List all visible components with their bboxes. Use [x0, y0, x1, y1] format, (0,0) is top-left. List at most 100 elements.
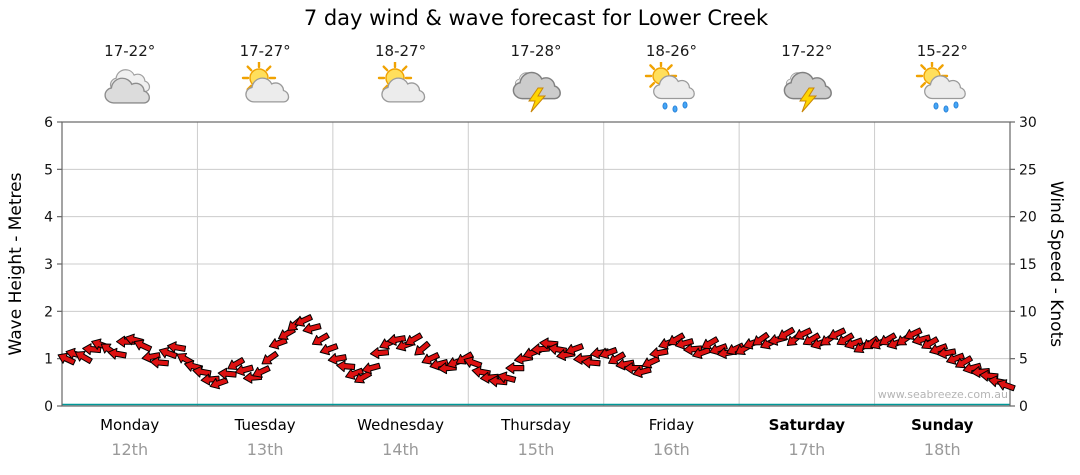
wind-arrow-shape [57, 352, 76, 366]
wind-arrow-shape [405, 332, 423, 346]
left-tick-label: 1 [44, 352, 53, 368]
wind-arrow-shape [836, 332, 855, 346]
wind-arrow [311, 332, 330, 346]
wind-arrow-shape [793, 327, 813, 341]
wind-arrow-shape [227, 357, 246, 371]
cloud-icon [653, 75, 696, 100]
sun-ray [920, 64, 927, 71]
wind-arrow-shape [844, 337, 864, 350]
cloud-icon [245, 77, 290, 103]
wind-arrow [200, 373, 220, 386]
wind-arrow-shape [505, 362, 525, 375]
wind-arrow [74, 351, 93, 365]
wind-arrow-shape [608, 351, 626, 365]
wind-arrow [608, 351, 626, 365]
wind-arrow-shape [929, 343, 948, 356]
wind-arrow [709, 343, 728, 356]
day-temperature: 18-27° [375, 42, 427, 60]
wind-arrow [836, 332, 855, 346]
sun-ray [649, 81, 656, 88]
left-tick-label: 4 [44, 210, 53, 226]
wind-arrow [667, 332, 686, 346]
raindrop-icon [682, 101, 688, 109]
wind-arrow-shape [937, 347, 957, 360]
wind-arrow [261, 350, 279, 365]
page-title: 7 day wind & wave forecast for Lower Cre… [303, 6, 769, 30]
wind-arrow-shape [336, 360, 356, 373]
wind-arrow-shape [294, 314, 313, 327]
wind-arrow-shape [327, 352, 347, 365]
wind-arrow [904, 327, 923, 341]
sun-ray [938, 64, 945, 71]
wind-arrow-shape [302, 322, 322, 335]
wind-arrow [802, 332, 821, 346]
cloud-icon [104, 77, 150, 104]
weather-icon-slot [369, 60, 433, 114]
sun-ray [920, 81, 927, 88]
weather-icon-slot [504, 62, 568, 114]
sun-ray [667, 64, 674, 71]
sun-ray [265, 65, 272, 72]
wind-arrow [463, 356, 483, 369]
right-tick-label: 25 [1019, 162, 1037, 178]
left-tick-label: 6 [44, 115, 53, 131]
day-name: Wednesday [357, 416, 444, 434]
wind-arrow-shape [996, 379, 1016, 392]
wind-arrow-shape [107, 347, 127, 360]
wind-arrow [294, 314, 313, 327]
wind-arrow [598, 346, 618, 360]
partly-cloudy-icon [377, 60, 425, 103]
wind-arrow-shape [141, 351, 161, 363]
right-tick-label: 0 [1019, 399, 1028, 415]
wind-arrow-shape [649, 347, 669, 360]
wind-arrow [234, 364, 254, 377]
right-tick-label: 5 [1019, 352, 1028, 368]
wind-arrow [302, 322, 322, 335]
wind-arrow [405, 332, 423, 346]
day-name: Sunday [911, 416, 974, 434]
wind-arrow-shape [598, 346, 618, 360]
wind-arrow-shape [955, 355, 973, 369]
left-tick-label: 2 [44, 304, 53, 320]
wind-arrow [565, 343, 584, 356]
day-temperature: 17-22° [781, 42, 833, 60]
cloudy-icon [104, 69, 150, 104]
wind-arrow-shape [667, 332, 686, 346]
storm-icon [783, 71, 832, 113]
wind-arrow-shape [421, 352, 440, 365]
raindrop-icon [953, 101, 959, 109]
wind-arrow [946, 352, 965, 365]
wind-arrow [217, 367, 237, 380]
wind-arrow-shape [497, 371, 517, 384]
day-date: 18th [923, 440, 961, 459]
wind-arrow-shape [463, 356, 483, 369]
wind-arrow [649, 347, 669, 360]
left-tick-label: 3 [44, 257, 53, 273]
wind-arrow-shape [361, 362, 381, 375]
cloud-icon [380, 77, 425, 103]
wind-arrow-shape [319, 343, 339, 356]
wind-arrow-shape [345, 367, 364, 380]
wind-arrow [421, 352, 440, 365]
lightning-icon [528, 87, 547, 113]
wind-arrow [158, 346, 178, 360]
sun-ray [649, 64, 656, 71]
wind-arrow [149, 356, 169, 369]
weather-icon-slot [910, 59, 974, 114]
wind-arrow [996, 379, 1016, 392]
wind-arrow [192, 365, 212, 378]
wind-arrow [166, 341, 187, 354]
wind-arrow-shape [709, 343, 728, 356]
wind-arrow [623, 362, 643, 375]
wind-arrow [674, 337, 694, 350]
wind-arrow-shape [752, 331, 770, 346]
wind-arrow [414, 340, 431, 356]
wind-arrow-shape [701, 336, 720, 350]
wind-arrow [937, 347, 957, 360]
wind-arrow-shape [158, 346, 178, 360]
wind-arrow [252, 365, 271, 378]
right-tick-label: 20 [1019, 210, 1037, 226]
day-name: Saturday [768, 416, 846, 434]
wind-arrow [701, 336, 720, 350]
